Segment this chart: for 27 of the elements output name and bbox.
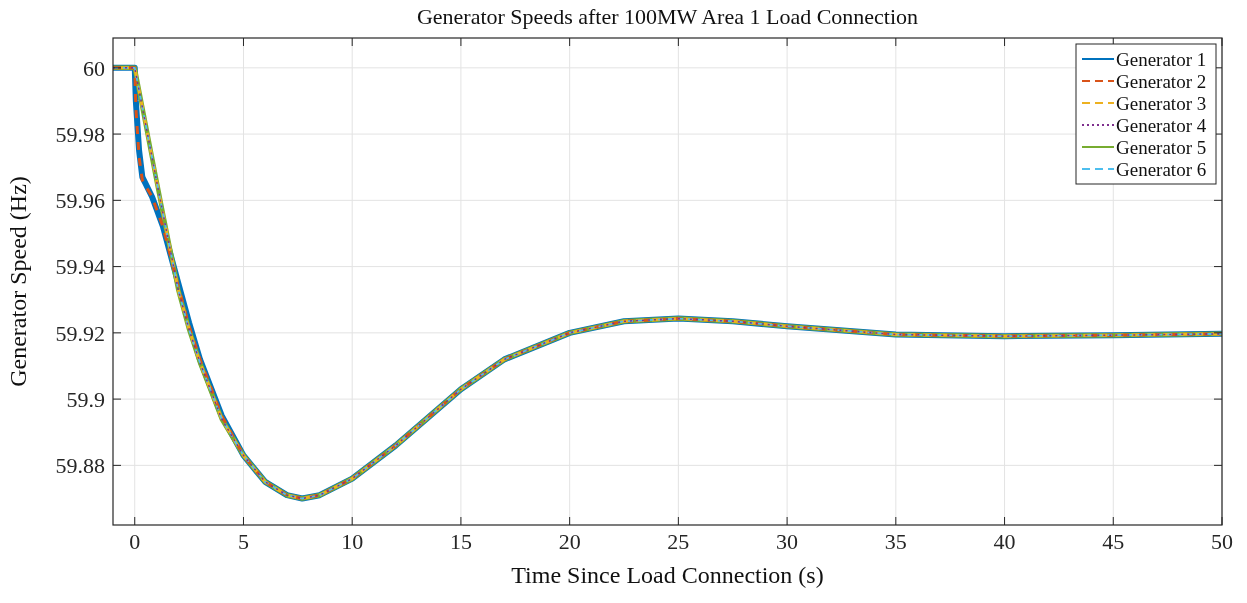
x-tick-label: 45	[1102, 529, 1125, 554]
y-tick-label: 59.98	[55, 121, 105, 147]
x-tick-label: 10	[341, 529, 364, 554]
x-tick-label: 35	[884, 529, 907, 554]
y-tick-label: 59.9	[66, 386, 105, 412]
x-tick-label: 5	[237, 529, 249, 554]
y-tick-label: 59.92	[55, 320, 105, 346]
x-tick-label: 25	[667, 529, 690, 554]
x-tick-label: 15	[449, 529, 472, 554]
y-tick-label: 59.94	[55, 254, 105, 280]
legend-label: Generator 1	[1116, 48, 1207, 70]
y-tick-label: 59.88	[55, 453, 105, 479]
x-tick-label: 50	[1211, 529, 1233, 554]
chart-title: Generator Speeds after 100MW Area 1 Load Connection	[416, 4, 919, 29]
y-tick-label: 59.96	[55, 188, 105, 214]
legend-label: Generator 3	[1116, 92, 1207, 114]
x-tick-label: 0	[129, 529, 141, 554]
x-axis-title: Time Since Load Connection (s)	[511, 562, 824, 588]
legend-label: Generator 5	[1116, 136, 1207, 158]
x-tick-label: 20	[558, 529, 581, 554]
y-tick-label: 60	[83, 55, 105, 81]
legend-label: Generator 6	[1116, 158, 1207, 180]
x-tick-label: 40	[993, 529, 1016, 554]
x-tick-label: 30	[776, 529, 799, 554]
legend-label: Generator 2	[1116, 70, 1207, 92]
legend-label: Generator 4	[1116, 114, 1207, 136]
y-axis-title: Generator Speed (Hz)	[5, 176, 31, 387]
